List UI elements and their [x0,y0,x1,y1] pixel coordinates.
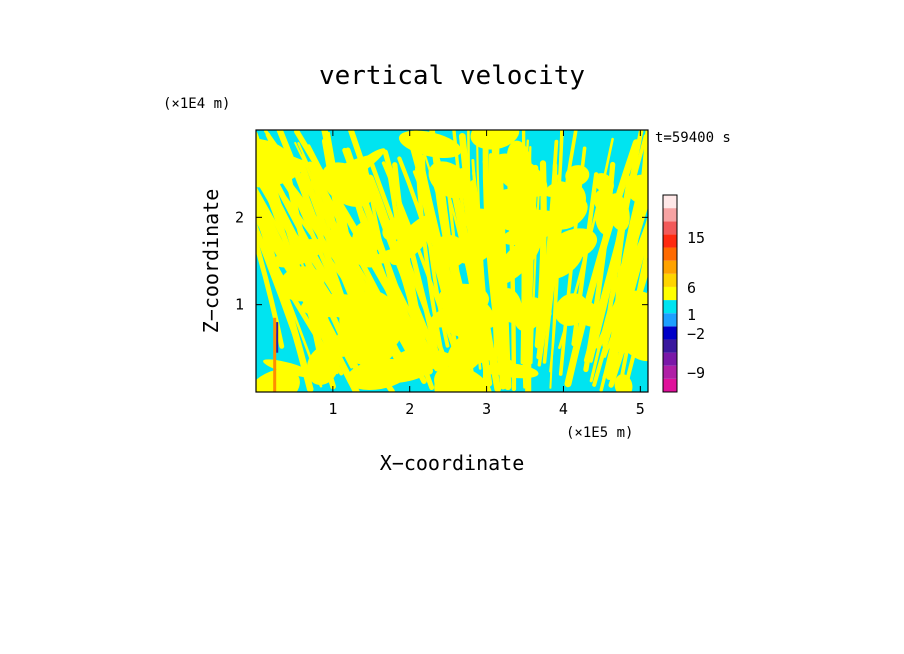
field-streak [381,161,459,359]
field-streak [558,146,587,376]
colorbar-segment [663,313,677,327]
x-tick-label: 5 [636,400,645,418]
field-streak [436,177,475,381]
field-streak [459,168,488,365]
field-streak [434,180,477,348]
field-blob [256,369,300,392]
field-streak [484,170,498,366]
field-streak [583,161,616,373]
field-streak [256,221,302,347]
colorbar-segment [663,260,677,274]
plot-frame [255,129,649,393]
colorbar-segment [663,208,677,222]
colorbar-label: −9 [687,364,705,382]
field-streak [491,139,507,390]
x-tick-label: 1 [328,400,337,418]
field-streak [256,210,323,388]
field-streak [608,256,648,388]
field-streak [522,175,536,369]
field-streak [605,216,648,376]
field-streak [599,160,648,392]
strong-downdraft [276,322,279,353]
field-streak [256,155,405,366]
field-streak [256,188,360,392]
colorbar-segment [663,273,677,287]
field-streak [297,159,382,362]
colorbar-label: −2 [687,325,705,343]
field-streak [495,155,512,391]
field-streak [536,139,559,358]
field-streak [408,139,469,361]
strong-updraft [273,317,277,392]
field-streak [506,162,517,392]
field-streak [347,130,445,372]
colorbar-segment [663,339,677,353]
field-streak [311,159,373,370]
field-streak [530,172,541,365]
colorbar-frame [662,194,678,393]
colorbar-segment [663,234,677,248]
x-axis-label: X−coordinate [380,451,525,475]
field-plot [256,130,648,392]
colorbar-segment [663,378,677,392]
colorbar-segment [663,300,677,314]
field-streak [564,139,640,388]
field-streak [558,137,614,349]
field-streak [521,139,529,389]
x-tick-label: 4 [559,400,568,418]
field-streak [525,145,532,352]
field-streak [256,131,323,365]
field-streak [602,130,644,348]
colorbar: 15 6 1−2 −9 [662,194,705,393]
x-tick-label: 3 [482,400,491,418]
colorbar-segment [663,195,677,209]
colorbar-segment [663,365,677,379]
y-axis-label: Z−coordinate [199,189,223,334]
colorbar-segment [663,326,677,340]
field-streak [527,177,537,363]
field-streak [433,144,490,383]
field-streak [368,159,445,355]
colorbar-segment [663,247,677,261]
field-streak [624,288,648,384]
field-streak [412,170,468,346]
y-axis: 12 [235,208,648,314]
field-blob [445,365,493,392]
field-streak [589,185,648,383]
colorbar-segment [663,221,677,235]
colorbar-label: 6 [687,279,696,297]
colorbar-label: 15 [687,229,705,247]
y-tick-label: 2 [235,208,244,226]
colorbar-segment [663,286,677,301]
colorbar-segment [663,352,677,366]
field-streak [618,236,648,384]
colorbar-label: 1 [687,306,696,324]
y-scale-label: (×1E4 m) [163,96,230,112]
field-layer [256,130,648,392]
chart-title: vertical velocity [319,61,585,91]
x-axis: 1 2 3 4 5 [328,130,645,418]
y-tick-label: 1 [235,296,244,314]
x-tick-label: 2 [405,400,414,418]
x-scale-label: (×1E5 m) [566,425,633,441]
field-streak [382,149,443,371]
field-streak [534,160,547,349]
time-label: t=59400 s [655,130,731,146]
field-streak [537,130,564,367]
field-streak [265,132,372,375]
